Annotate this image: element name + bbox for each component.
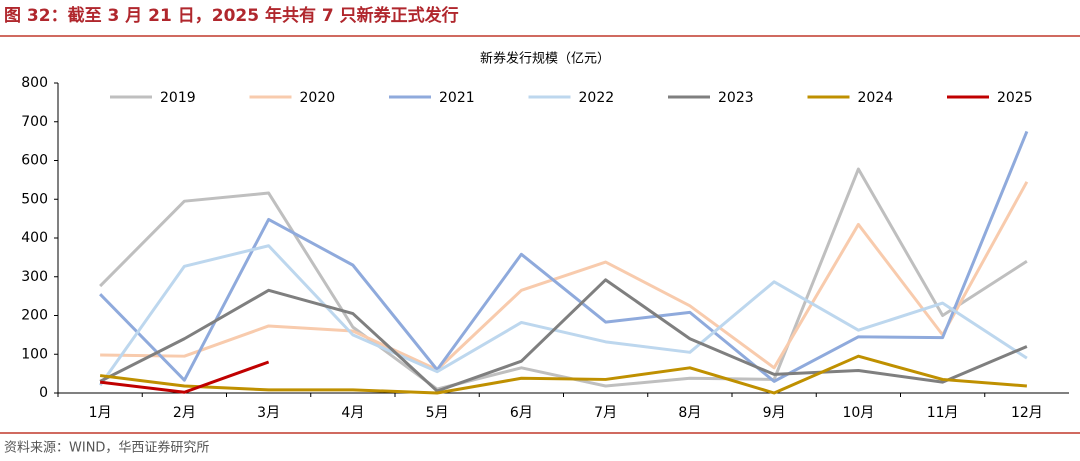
y-tick-label: 200: [21, 308, 48, 324]
legend-label: 2020: [300, 90, 336, 106]
x-tick-label: 9月: [763, 405, 786, 421]
legend-label: 2025: [997, 90, 1033, 106]
series-line: [98, 244, 1028, 387]
legend-label: 2024: [858, 90, 894, 106]
y-tick-label: 300: [21, 269, 48, 285]
x-tick-label: 12月: [1011, 405, 1043, 421]
y-tick-label: 400: [21, 230, 48, 246]
y-tick-label: 600: [21, 153, 48, 169]
y-tick-label: 0: [39, 385, 48, 401]
series-line: [100, 181, 1029, 372]
y-tick-label: 100: [21, 346, 48, 362]
x-tick-label: 10月: [842, 405, 874, 421]
source: 资料来源：WIND，华西证券研究所: [4, 440, 209, 456]
series-line: [99, 354, 1027, 395]
x-tick-label: 4月: [341, 405, 364, 421]
legend-label: 2023: [718, 90, 754, 106]
x-tick-label: 5月: [426, 405, 449, 421]
y-tick-label: 700: [21, 114, 48, 130]
y-tick-label: 800: [21, 75, 48, 91]
x-tick-label: 8月: [678, 405, 701, 421]
chart-title: 新券发行规模（亿元）: [480, 51, 610, 67]
header-title: 图 32：截至 3 月 21 日，2025 年共有 7 只新券正式发行: [4, 5, 459, 26]
x-tick-label: 11月: [927, 405, 959, 421]
series-line: [99, 360, 270, 394]
x-tick-label: 1月: [89, 405, 112, 421]
y-tick-label: 500: [21, 191, 48, 207]
legend-label: 2019: [160, 90, 196, 106]
series-line: [99, 167, 1028, 391]
legend-label: 2022: [579, 90, 615, 106]
x-tick-label: 2月: [173, 405, 196, 421]
x-tick-label: 3月: [257, 405, 280, 421]
x-tick-label: 7月: [594, 405, 617, 421]
legend-label: 2021: [439, 90, 475, 106]
x-tick-label: 6月: [510, 405, 533, 421]
series-line: [99, 278, 1028, 393]
series-line: [99, 130, 1029, 383]
